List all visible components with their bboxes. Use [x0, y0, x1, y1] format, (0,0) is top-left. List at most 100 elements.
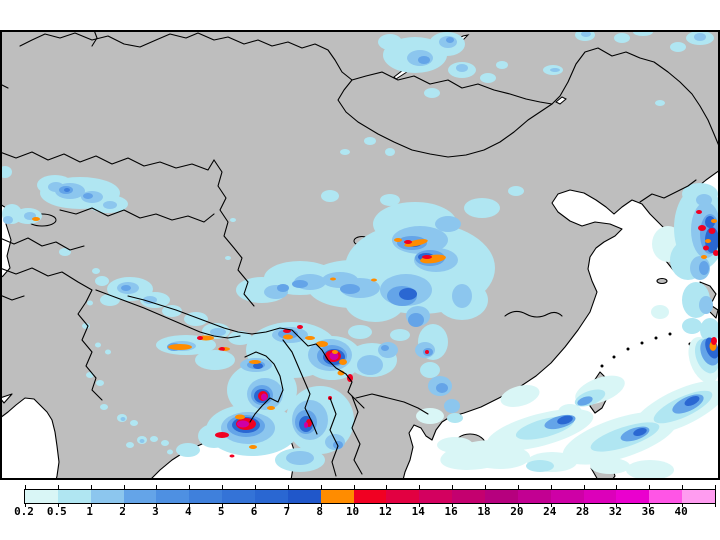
- colorbar-tick: [58, 503, 59, 507]
- colorbar-segment: [649, 490, 683, 503]
- map-frame: [0, 30, 720, 480]
- colorbar-tick-label: 6: [250, 505, 258, 518]
- colorbar-tick-label: 0.2: [14, 505, 34, 518]
- colorbar-tick-label: 18: [477, 505, 491, 518]
- colorbar-labels: 0.2 0.5 1 2 3 4 5 6 7 8 10 12 14 16 18 20 24 28 32 36 40: [14, 505, 720, 521]
- colorbar-tick-label: 14: [411, 505, 425, 518]
- colorbar-tick: [682, 503, 683, 507]
- colorbar-tick: [255, 485, 256, 489]
- colorbar-tick-label: 7: [283, 505, 291, 518]
- lake-khovsgol: [555, 96, 567, 105]
- colorbar-tick: [124, 503, 125, 507]
- colorbar-tick-label: 36: [641, 505, 655, 518]
- colorbar-tick: [649, 485, 650, 489]
- border-kyrgyz: [59, 207, 215, 223]
- border-tibet-himalaya: [127, 295, 365, 409]
- border-afghan: [0, 267, 93, 303]
- colorbar-tick: [452, 503, 453, 507]
- colorbar-tick: [551, 485, 552, 489]
- colorbar-segment: [25, 490, 58, 503]
- border-mongolia-south: [337, 79, 553, 158]
- colorbar-segment: [353, 490, 387, 503]
- colorbar-tick: [518, 485, 519, 489]
- colorbar-tick-label: 20: [510, 505, 524, 518]
- colorbar-segment: [386, 490, 420, 503]
- colorbar-tick-label: 8: [316, 505, 324, 518]
- border-iran-fragment: [0, 294, 25, 301]
- jeju-island: [656, 277, 668, 285]
- colorbar-segment: [90, 490, 124, 503]
- precip-korea-japan: [651, 183, 720, 342]
- precip-tianshan: [0, 166, 236, 329]
- precip-himalaya: [100, 277, 252, 355]
- precip-india-showers: [86, 300, 173, 455]
- colorbar-segment: [682, 490, 716, 503]
- colorbar-tick: [189, 503, 190, 507]
- colorbar-tick: [452, 485, 453, 489]
- precip-ocean-streaks: [416, 336, 720, 480]
- border-yunnan-vietnam: [355, 393, 429, 415]
- colorbar-segment: [57, 490, 91, 503]
- border-xinjiang-west: [213, 159, 255, 307]
- colorbar-tick-label: 0.5: [46, 505, 67, 518]
- border-kazakhstan-north: [0, 151, 215, 171]
- colorbar-tick: [124, 485, 125, 489]
- country-borders: [0, 30, 720, 477]
- colorbar-segment: [123, 490, 157, 503]
- colorbar-tick: [288, 485, 289, 489]
- colorbar-tick: [616, 485, 617, 489]
- colorbar-tick-label: 24: [543, 505, 557, 518]
- colorbar-segment: [452, 490, 486, 503]
- colorbar-tick-label: 5: [217, 505, 225, 518]
- border-tajik: [0, 237, 85, 251]
- colorbar-tick: [682, 485, 683, 489]
- colorbar-tick-label: 32: [608, 505, 623, 518]
- colorbar-tick: [715, 503, 716, 507]
- colorbar-segment: [156, 490, 190, 503]
- colorbar: [24, 485, 716, 507]
- colorbar-tick: [485, 503, 486, 507]
- colorbar-segment: [255, 490, 288, 503]
- colorbar-segment: [485, 490, 518, 503]
- colorbar-tick-label: 28: [575, 505, 590, 518]
- colorbar-segment: [550, 490, 584, 503]
- border-nepal-south: [95, 289, 241, 339]
- colorbar-tick: [419, 503, 420, 507]
- colorbar-segment: [517, 490, 551, 503]
- colorbar-tick: [288, 503, 289, 507]
- colorbar-tick: [518, 503, 519, 507]
- colorbar-tick: [354, 485, 355, 489]
- colorbar-segment: [222, 490, 256, 503]
- colorbar-tick: [91, 503, 92, 507]
- colorbar-tick-label: 40: [674, 505, 688, 518]
- colorbar-tick: [58, 485, 59, 489]
- colorbar-tick: [156, 485, 157, 489]
- colorbar-tick: [222, 503, 223, 507]
- colorbar-tick: [25, 503, 26, 507]
- colorbar-tick: [386, 503, 387, 507]
- border-thailand-myanmar: [329, 397, 339, 477]
- colorbar-segment: [189, 490, 223, 503]
- border-laos-vietnam: [351, 395, 363, 475]
- colorbar-tick: [354, 503, 355, 507]
- colorbar-tick: [255, 503, 256, 507]
- border-top-fragment: [91, 30, 98, 47]
- colorbar-tick: [419, 485, 420, 489]
- border-pakistan-india: [77, 301, 103, 401]
- colorbar-tick: [649, 503, 650, 507]
- colorbar-tick-label: 16: [444, 505, 458, 518]
- border-bangladesh: [244, 351, 284, 423]
- precip-siberia: [340, 30, 714, 156]
- colorbar-tick-label: 10: [345, 505, 360, 518]
- colorbar-tick-label: 12: [378, 505, 393, 518]
- colorbar-tick: [584, 503, 585, 507]
- colorbar-tick: [156, 503, 157, 507]
- colorbar-tick-label: 4: [184, 505, 192, 518]
- colorbar-tick: [584, 485, 585, 489]
- colorbar-tick: [25, 485, 26, 489]
- colorbar-segment: [320, 490, 354, 503]
- border-india-myanmar: [282, 339, 318, 435]
- border-korea-china: [639, 179, 697, 203]
- colorbar-tick: [189, 485, 190, 489]
